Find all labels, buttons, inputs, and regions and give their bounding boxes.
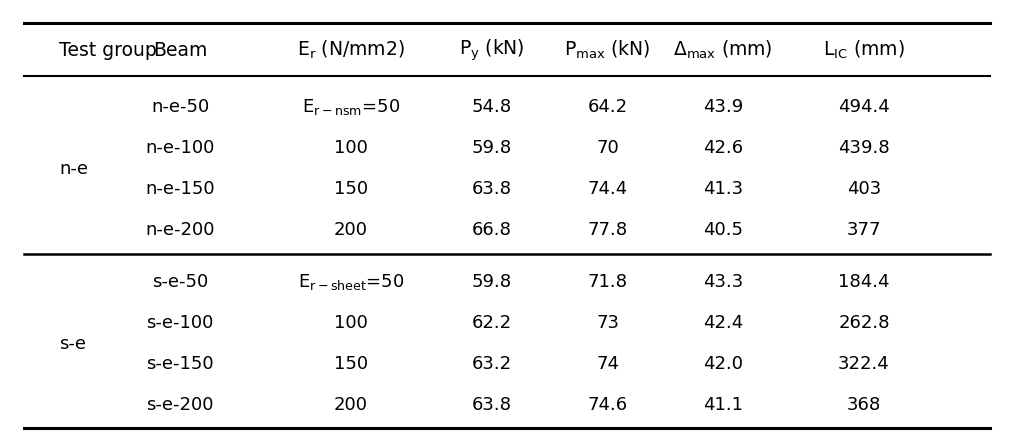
Text: 73: 73 [596,314,620,332]
Text: 42.6: 42.6 [703,139,743,157]
Text: 59.8: 59.8 [472,273,512,292]
Text: E$_\mathregular{r}$ (N/mm2): E$_\mathregular{r}$ (N/mm2) [297,39,405,61]
Text: $\Delta_\mathregular{max}$ (mm): $\Delta_\mathregular{max}$ (mm) [673,39,773,61]
Text: s-e-100: s-e-100 [146,314,214,332]
Text: 77.8: 77.8 [587,221,628,239]
Text: 377: 377 [847,221,881,239]
Text: 70: 70 [596,139,619,157]
Text: Test group: Test group [60,41,157,60]
Text: E$_\mathregular{r-sheet}$=50: E$_\mathregular{r-sheet}$=50 [298,272,405,293]
Text: 150: 150 [334,355,368,373]
Text: s-e-200: s-e-200 [146,396,214,414]
Text: 64.2: 64.2 [587,99,628,116]
Text: 494.4: 494.4 [839,99,890,116]
Text: n-e-100: n-e-100 [145,139,215,157]
Text: 322.4: 322.4 [839,355,890,373]
Text: 71.8: 71.8 [587,273,628,292]
Text: 54.8: 54.8 [472,99,512,116]
Text: 63.8: 63.8 [472,180,512,198]
Text: 63.2: 63.2 [472,355,512,373]
Text: Beam: Beam [153,41,207,60]
Text: 41.1: 41.1 [704,396,743,414]
Text: L$_\mathregular{IC}$ (mm): L$_\mathregular{IC}$ (mm) [823,39,904,61]
Text: 41.3: 41.3 [703,180,743,198]
Text: 74.6: 74.6 [587,396,628,414]
Text: n-e-150: n-e-150 [145,180,215,198]
Text: n-e: n-e [60,160,88,178]
Text: P$_\mathregular{max}$ (kN): P$_\mathregular{max}$ (kN) [565,39,651,61]
Text: 100: 100 [335,139,368,157]
Text: s-e-50: s-e-50 [152,273,208,292]
Text: 62.2: 62.2 [472,314,512,332]
Text: 42.0: 42.0 [704,355,743,373]
Text: n-e-50: n-e-50 [151,99,209,116]
Text: 40.5: 40.5 [704,221,743,239]
Text: 368: 368 [847,396,881,414]
Text: n-e-200: n-e-200 [145,221,215,239]
Text: 66.8: 66.8 [472,221,512,239]
Text: 200: 200 [335,221,368,239]
Text: s-e: s-e [60,335,86,353]
Text: 439.8: 439.8 [839,139,890,157]
Text: 74: 74 [596,355,620,373]
Text: 262.8: 262.8 [839,314,889,332]
Text: 63.8: 63.8 [472,396,512,414]
Text: 59.8: 59.8 [472,139,512,157]
Text: 200: 200 [335,396,368,414]
Text: 43.9: 43.9 [703,99,743,116]
Text: s-e-150: s-e-150 [146,355,214,373]
Text: 100: 100 [335,314,368,332]
Text: 403: 403 [847,180,881,198]
Text: E$_\mathregular{r-nsm}$=50: E$_\mathregular{r-nsm}$=50 [302,98,401,117]
Text: 74.4: 74.4 [587,180,628,198]
Text: 42.4: 42.4 [703,314,743,332]
Text: 150: 150 [334,180,368,198]
Text: P$_\mathregular{y}$ (kN): P$_\mathregular{y}$ (kN) [459,38,524,63]
Text: 43.3: 43.3 [703,273,743,292]
Text: 184.4: 184.4 [839,273,889,292]
